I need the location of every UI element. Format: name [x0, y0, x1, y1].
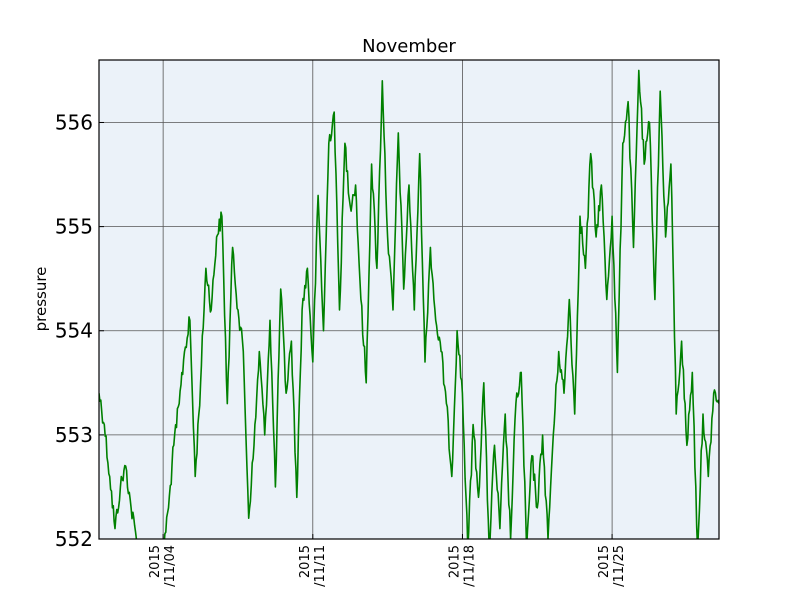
y-tick-label-2: 554	[55, 319, 93, 343]
plot-area	[99, 60, 719, 539]
x-tick-label-1: 2015/11/11	[298, 545, 328, 587]
x-tick-label-date-1: /11/11	[313, 545, 328, 587]
x-tick-label-date-0: /11/04	[163, 545, 178, 587]
y-tick-label-3: 555	[55, 215, 93, 239]
x-tick-label-date-3: /11/25	[612, 545, 627, 587]
x-tick-label-year-3: 2015	[597, 545, 612, 578]
chart-title: November	[362, 36, 456, 57]
y-axis-label: pressure	[32, 267, 50, 332]
x-tick-label-2: 2015/11/18	[447, 545, 477, 587]
plot-frame	[98, 59, 720, 540]
x-tick-label-year-0: 2015	[148, 545, 163, 578]
y-tick-label-1: 553	[55, 423, 93, 447]
y-tick-label-4: 556	[55, 110, 93, 134]
series-line-0	[99, 69, 719, 539]
x-tick-label-year-1: 2015	[298, 545, 313, 578]
x-tick-label-0: 2015/11/04	[148, 545, 178, 587]
x-tick-label-date-2: /11/18	[462, 545, 477, 587]
y-tick-label-0: 552	[55, 527, 93, 551]
x-tick-label-3: 2015/11/25	[597, 545, 627, 587]
x-tick-label-year-2: 2015	[447, 545, 462, 578]
series-layer	[99, 69, 719, 539]
